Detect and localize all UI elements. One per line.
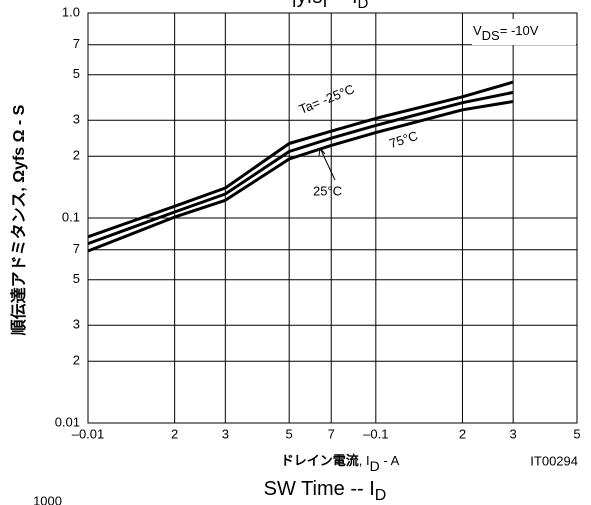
y-tick-label: 3 — [73, 317, 80, 332]
y-tick-label: 7 — [73, 36, 80, 51]
x-tick-label: 3 — [222, 426, 229, 441]
y-tick-label: 2 — [73, 148, 80, 163]
y-tick-label: 1.0 — [62, 4, 80, 19]
title-text: |yfs| -- I — [292, 0, 358, 8]
y-tick-label: 5 — [73, 271, 80, 286]
y-tick-label: 0.01 — [55, 414, 80, 429]
title-sub: D — [358, 0, 369, 12]
x-label-sym: , I — [359, 453, 370, 468]
x-axis-label: ドレイン電流, ID - A — [281, 453, 400, 473]
y-tick-label: 3 — [73, 112, 80, 127]
annotation-rest: = -10V — [500, 23, 539, 38]
next-title-sub: D — [375, 487, 387, 504]
series-line — [87, 80, 514, 239]
x-tick-label: –0.01 — [72, 426, 105, 441]
x-tick-label: 5 — [573, 426, 580, 441]
x-label-jp: ドレイン電流 — [281, 453, 359, 468]
y-tick-label: 7 — [73, 241, 80, 256]
series-label: 75°C — [387, 128, 419, 151]
next-title-text: SW Time -- I — [264, 478, 375, 500]
y-tick-label: 2 — [73, 353, 80, 368]
annotation-sub: DS — [482, 28, 500, 43]
x-label-unit: - A — [380, 453, 400, 468]
next-title: SW Time -- ID — [264, 478, 387, 504]
series-line — [87, 100, 514, 253]
x-tick-label: 3 — [510, 426, 517, 441]
x-tick-label: 2 — [171, 426, 178, 441]
label-arrow — [319, 147, 336, 181]
y-axis-label: 順伝達アドミタンス, Ωyfs Ω - S — [9, 104, 28, 336]
x-tick-label: –0.1 — [363, 426, 388, 441]
series-label: Ta= -25°C — [297, 81, 357, 117]
x-tick-label: 7 — [328, 426, 335, 441]
annotation-box — [472, 19, 576, 45]
figure-code: IT00294 — [530, 453, 578, 468]
arrow-head — [318, 147, 326, 157]
annotation: VDS= -10V — [473, 23, 539, 43]
y-tick-label: 5 — [73, 66, 80, 81]
x-label-sub: D — [370, 458, 380, 474]
plot-frame — [87, 12, 578, 424]
series-label: 25°C — [313, 183, 342, 198]
plot: 0.01 2 3 5 7 0.1 2 3 5 7 1.0 –0.01 2 3 5 7 –0.1 2 3 5 — [55, 4, 581, 441]
series-line — [87, 90, 514, 246]
y-tick-label: 0.1 — [62, 209, 80, 224]
annotation-main: V — [473, 23, 482, 38]
chart-title: |yfs| -- ID — [292, 0, 369, 12]
next-y-tick: 1000 — [33, 493, 62, 505]
x-tick-label: 5 — [286, 426, 293, 441]
x-tick-label: 2 — [459, 426, 466, 441]
